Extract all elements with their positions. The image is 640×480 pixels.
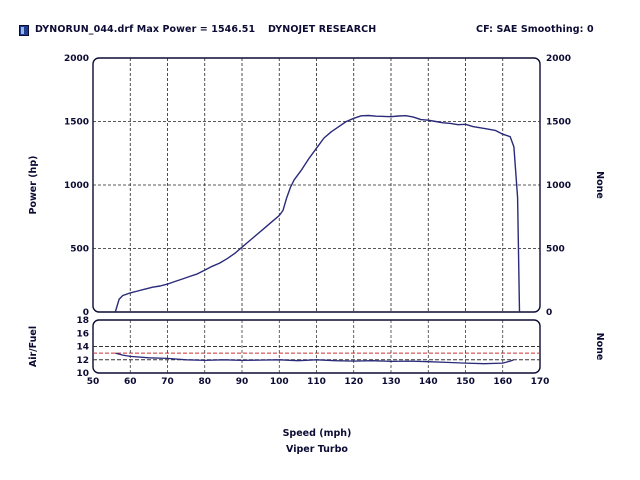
power-y-tick-label-right: 1000 — [546, 181, 571, 191]
airfuel-y-tick-label: 18 — [76, 316, 89, 326]
power-y-tick-label: 0 — [83, 308, 89, 318]
power-y-axis-label: Power (hp) — [28, 156, 39, 215]
x-tick-label: 110 — [307, 377, 326, 387]
run-title: DYNORUN_044.drf Max Power = 1546.51 — [35, 24, 256, 35]
x-tick-label: 90 — [236, 377, 249, 387]
airfuel-y-tick-label: 16 — [76, 329, 89, 339]
x-axis-label: Speed (mph) — [283, 428, 352, 439]
airfuel-y-tick-label: 14 — [76, 343, 89, 353]
file-icon — [19, 25, 29, 36]
power-curve — [114, 114, 521, 313]
airfuel-right-axis-label: None — [594, 333, 605, 361]
settings-text: CF: SAE Smoothing: 0 — [476, 24, 594, 35]
airfuel-y-tick-label: 12 — [76, 356, 89, 366]
x-tick-label: 100 — [270, 377, 289, 387]
power-y-tick-label-right: 0 — [546, 308, 552, 318]
power-y-tick-label: 1500 — [64, 118, 89, 128]
power-y-tick-label-right: 1500 — [546, 118, 571, 128]
x-tick-label: 80 — [198, 377, 211, 387]
x-tick-label: 170 — [531, 377, 550, 387]
power-y-tick-label: 500 — [70, 245, 89, 255]
power-y-tick-label-right: 500 — [546, 245, 565, 255]
power-y-tick-label-right: 2000 — [546, 54, 571, 64]
power-y-tick-label: 2000 — [64, 54, 89, 64]
x-tick-label: 150 — [456, 377, 475, 387]
airfuel-y-tick-label: 10 — [76, 369, 89, 379]
company-name: DYNOJET RESEARCH — [268, 24, 377, 35]
x-tick-label: 120 — [344, 377, 363, 387]
x-tick-label: 140 — [419, 377, 438, 387]
airfuel-curve — [115, 352, 515, 365]
power-y-tick-label: 1000 — [64, 181, 89, 191]
x-tick-label: 70 — [161, 377, 174, 387]
x-tick-label: 60 — [124, 377, 137, 387]
vehicle-label: Viper Turbo — [286, 444, 348, 455]
chart-header: DYNORUN_044.drf Max Power = 1546.51 DYNO… — [0, 0, 640, 50]
airfuel-y-axis-label: Air/Fuel — [28, 326, 39, 367]
x-tick-label: 50 — [87, 377, 100, 387]
x-tick-label: 160 — [493, 377, 512, 387]
x-tick-label: 130 — [382, 377, 401, 387]
power-right-axis-label: None — [594, 171, 605, 199]
